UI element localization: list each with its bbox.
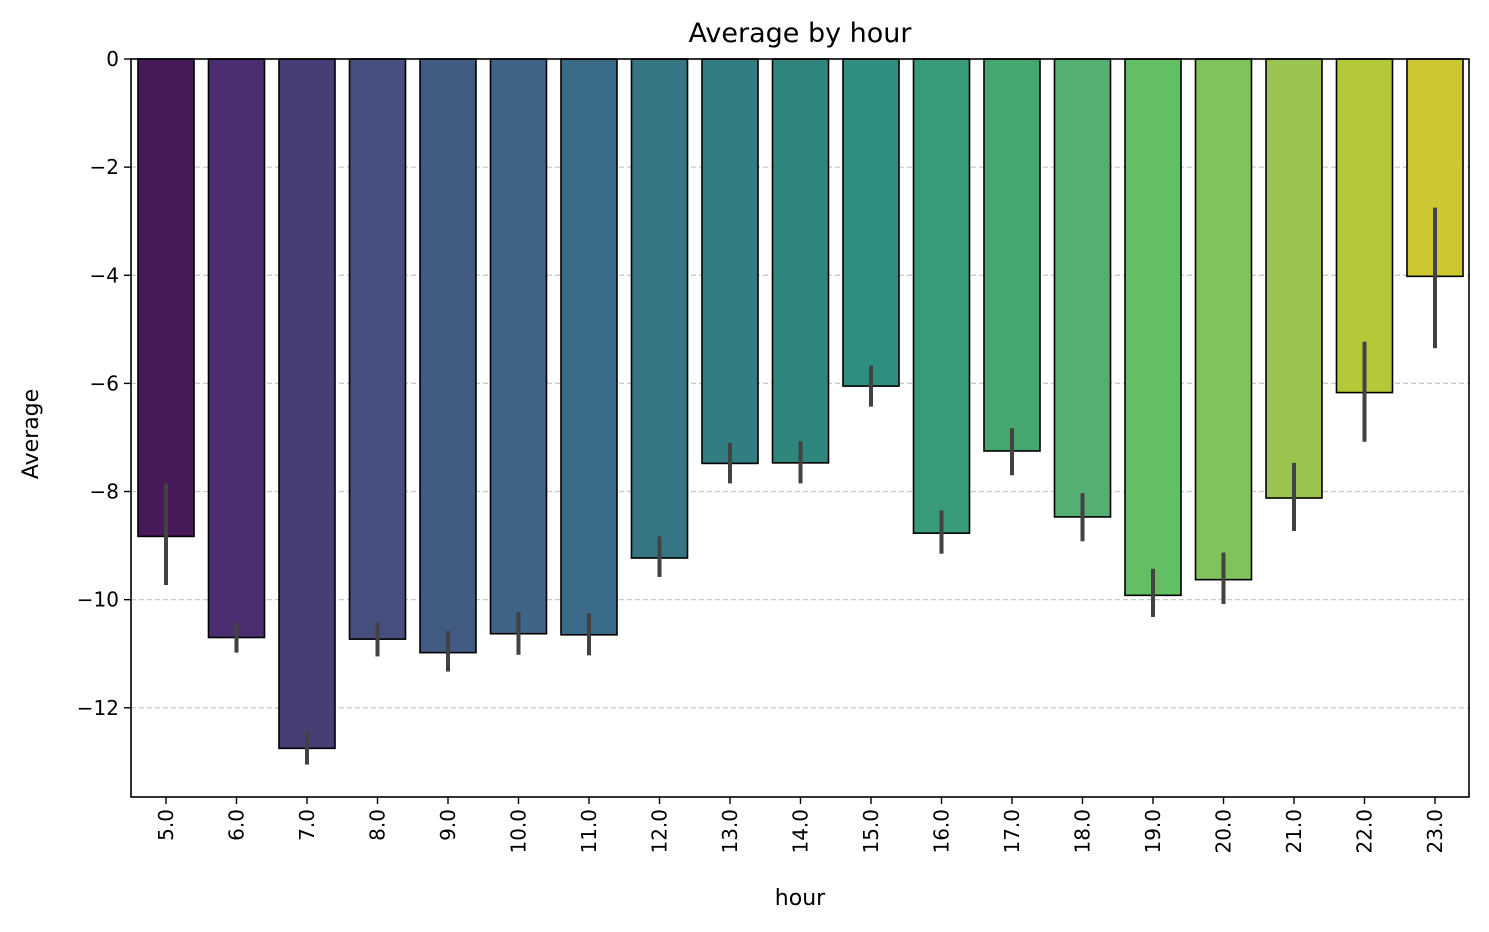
x-tick-label: 12.0 [648, 809, 672, 854]
bar-16.0 [912, 58, 971, 534]
x-tick-label: 11.0 [577, 809, 601, 854]
y-tick-label: −2 [90, 155, 119, 179]
x-tick-label: 16.0 [930, 809, 954, 854]
y-tick-label: −6 [90, 371, 119, 395]
bar-9.0 [419, 58, 477, 654]
bar-17.0 [983, 58, 1041, 452]
x-tick-label: 8.0 [366, 809, 390, 841]
bar-8.0 [348, 58, 407, 640]
error-bars [164, 207, 1437, 765]
x-tick-label: 9.0 [436, 809, 460, 841]
x-tick-label: 10.0 [507, 809, 531, 854]
x-axis-ticks: 5.0 6.0 7.0 8.0 9.0 10.0 11.0 12.0 13.0 14.0 15.0 1… [154, 797, 1447, 854]
x-tick-label: 5.0 [154, 809, 178, 841]
bar-20.0 [1194, 58, 1253, 581]
y-tick-label: −10 [77, 588, 119, 612]
y-tick-label: −8 [90, 480, 119, 504]
chart-title: Average by hour [688, 18, 912, 49]
bar-22.0 [1335, 58, 1394, 394]
x-tick-label: 19.0 [1141, 809, 1165, 854]
x-tick-label: 22.0 [1353, 809, 1377, 854]
bar-15.0 [842, 58, 900, 387]
y-tick-label: 0 [106, 47, 119, 71]
bars [137, 58, 1464, 750]
y-tick-label: −12 [77, 696, 119, 720]
y-tick-label: −4 [90, 263, 119, 287]
bar-7.0 [278, 58, 336, 750]
x-tick-label: 23.0 [1423, 809, 1447, 854]
x-tick-label: 18.0 [1071, 809, 1095, 854]
x-tick-label: 13.0 [718, 809, 742, 854]
x-tick-label: 14.0 [789, 809, 813, 854]
bar-6.0 [207, 58, 266, 639]
x-axis-label: hour [775, 886, 826, 911]
bar-18.0 [1053, 58, 1112, 518]
x-tick-label: 17.0 [1000, 809, 1024, 854]
bar-14.0 [771, 58, 830, 464]
bar-12.0 [630, 58, 689, 559]
bar-21.0 [1265, 58, 1323, 499]
x-tick-label: 7.0 [295, 809, 319, 841]
x-tick-label: 6.0 [225, 809, 249, 841]
y-axis-ticks: 0 −2 −4 −6 −8 −10 −12 [77, 47, 131, 720]
bar-11.0 [560, 58, 618, 636]
bar-13.0 [701, 58, 759, 465]
bar-19.0 [1124, 58, 1182, 597]
x-tick-label: 20.0 [1212, 809, 1236, 854]
x-tick-label: 15.0 [859, 809, 883, 854]
y-axis-label: Average [19, 389, 44, 479]
bar-10.0 [489, 58, 548, 635]
x-tick-label: 21.0 [1282, 809, 1306, 854]
bar-5.0 [137, 58, 195, 538]
